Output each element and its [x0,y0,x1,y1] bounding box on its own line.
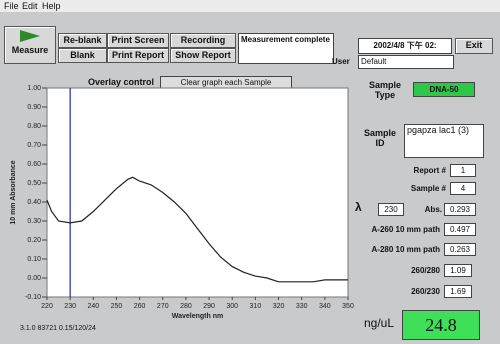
sample-id-box[interactable]: pgapza lac1 (3) [404,124,484,158]
x-tick-label: 270 [157,303,169,310]
x-tick-label: 240 [87,303,99,310]
exit-button[interactable]: Exit [455,38,493,54]
y-tick-label: 0.40 [27,199,41,206]
menu-item[interactable]: Help [42,1,61,11]
y-tick-label: 1.00 [27,85,41,92]
ratio-260-230-label: 260/230 [400,287,440,296]
report-label: Report # [400,166,446,175]
blank-button[interactable]: Blank [58,48,107,63]
menu-item[interactable]: File [4,1,19,11]
ratio-260-280-box: 1.09 [444,264,472,277]
report-box: 1 [450,164,476,177]
x-tick-label: 320 [273,303,285,310]
user-box: Default [358,55,454,69]
a260-label: A-260 10 mm path [350,225,440,234]
show-report-button[interactable]: Show Report [170,48,236,63]
sample-type-dropdown[interactable]: DNA-50 [413,82,475,97]
print-report-button[interactable]: Print Report [107,48,169,63]
chart: 1.00 0.90 0.80 0.70 0.60 0.50 0.40 0.30 0.20 0.10… [0,70,360,330]
lambda-label: λ [355,200,362,214]
y-tick-label: 0.00 [27,275,41,282]
menu-bar: File Edit Help [0,0,500,12]
footer-text: 3.1.0 83721 0.15/120/24 [20,325,96,332]
ratio-260-230-box: 1.69 [444,285,472,298]
recording-button[interactable]: Recording [170,33,236,48]
ratio-260-280-label: 260/280 [400,266,440,275]
sample-label: Sample # [400,184,446,193]
sample-id-label: Sample ID [360,128,400,148]
y-tick-label: 0.50 [27,180,41,187]
x-tick-label: 290 [203,303,215,310]
reblank-button[interactable]: Re-blank [58,33,107,48]
x-tick-label: 250 [111,303,123,310]
abs-box: 0.293 [444,203,476,216]
x-tick-label: 310 [250,303,262,310]
x-tick-label: 220 [41,303,53,310]
y-tick-label: 0.70 [27,142,41,149]
abs-label: Abs. [404,205,442,214]
datetime-box: 2002/4/8 下午 02: [358,38,452,54]
y-tick-label: 0.30 [27,218,41,225]
y-tick-label: 0.90 [27,104,41,111]
menu-item[interactable]: Edit [22,1,38,11]
y-axis-label: 10 mm Absorbance [10,160,17,224]
measure-label: Measure [12,45,49,55]
y-tick-label: 0.80 [27,123,41,130]
y-tick-label: 0.10 [27,256,41,263]
y-tick-label: -0.10 [25,294,41,301]
x-tick-label: 260 [134,303,146,310]
measure-button[interactable]: Measure [4,26,56,64]
y-tick-label: 0.60 [27,161,41,168]
a280-label: A-280 10 mm path [350,245,440,254]
a260-box: 0.497 [444,223,476,236]
x-tick-label: 280 [180,303,192,310]
a280-box: 0.263 [444,243,476,256]
print-screen-button[interactable]: Print Screen [107,33,169,48]
plot-area [47,88,348,297]
sample-type-label: Sample Type [360,80,410,100]
status-box: Measurement complete [238,33,334,64]
sample-box: 4 [450,182,476,195]
measure-icon [20,30,40,42]
x-axis-label: Wavelength nm [172,313,223,320]
x-tick-label: 230 [64,303,76,310]
lambda-box[interactable]: 230 [378,203,404,216]
conc-box: 24.8 [402,310,480,340]
app-window: File Edit Help Measure Re-blank Blank Pr… [0,0,500,344]
conc-label: ng/uL [364,316,394,330]
user-label: User [332,57,350,66]
x-tick-label: 330 [296,303,308,310]
x-tick-label: 300 [226,303,238,310]
x-tick-label: 340 [319,303,331,310]
y-tick-label: 0.20 [27,237,41,244]
x-tick-label: 350 [342,303,354,310]
